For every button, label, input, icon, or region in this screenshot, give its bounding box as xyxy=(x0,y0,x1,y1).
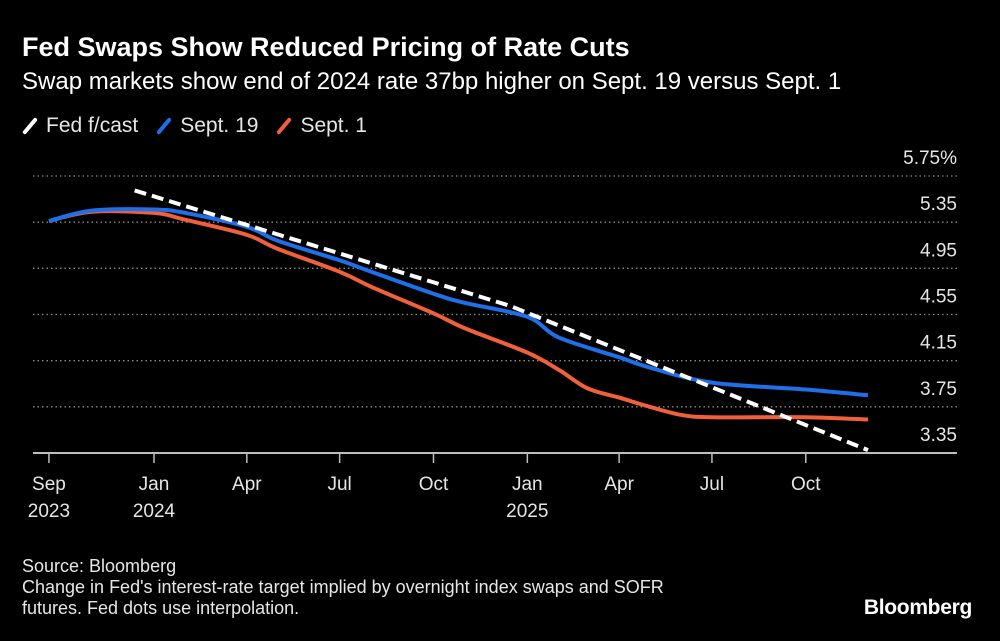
x-tick-year: 2023 xyxy=(28,501,70,522)
note-text-1: Change in Fed's interest-rate target imp… xyxy=(22,577,664,597)
y-tick-label: 5.75% xyxy=(903,148,957,169)
x-tick-label: Jan xyxy=(139,474,170,495)
chart-subtitle: Swap markets show end of 2024 rate 37bp … xyxy=(22,68,842,95)
x-tick-label: Sep xyxy=(32,474,66,495)
legend-label: Sept. 1 xyxy=(300,114,367,137)
series-line-sept-19 xyxy=(48,207,869,398)
footnote: Source: Bloomberg Change in Fed's intere… xyxy=(22,556,664,619)
legend-label: Sept. 19 xyxy=(180,114,259,137)
x-tick-label: Oct xyxy=(419,474,449,495)
y-tick-label: 4.15 xyxy=(920,333,957,354)
y-tick-label: 3.75 xyxy=(920,379,957,400)
bloomberg-logo: Bloomberg xyxy=(863,596,972,619)
legend-item-sept-1: Sept. 1 xyxy=(276,114,367,138)
x-tick-label: Jul xyxy=(700,474,724,495)
y-tick-label: 3.35 xyxy=(920,425,957,446)
chart-title: Fed Swaps Show Reduced Pricing of Rate C… xyxy=(22,32,630,62)
series-line-fed-f-cast xyxy=(134,188,869,452)
legend: Fed f/cast Sept. 19 Sept. 1 xyxy=(22,114,367,138)
y-tick-label: 4.55 xyxy=(920,287,957,308)
series-line-sept-1 xyxy=(48,209,869,422)
note-text-2: futures. Fed dots use interpolation. xyxy=(22,598,300,618)
x-tick-label: Jan xyxy=(512,474,543,495)
x-tick-label: Apr xyxy=(604,474,634,495)
legend-item-fed-fcast: Fed f/cast xyxy=(22,114,138,138)
y-tick-label: 4.95 xyxy=(920,240,957,261)
y-tick-label: 5.35 xyxy=(920,194,957,215)
x-tick-label: Oct xyxy=(791,474,821,495)
x-tick-year: 2025 xyxy=(506,501,548,522)
x-tick-year: 2024 xyxy=(133,501,176,522)
legend-item-sept-19: Sept. 19 xyxy=(156,114,258,138)
source-text: Source: Bloomberg xyxy=(22,556,177,576)
legend-label: Fed f/cast xyxy=(46,114,139,137)
x-tick-label: Jul xyxy=(327,474,351,495)
x-tick-label: Apr xyxy=(232,474,262,495)
